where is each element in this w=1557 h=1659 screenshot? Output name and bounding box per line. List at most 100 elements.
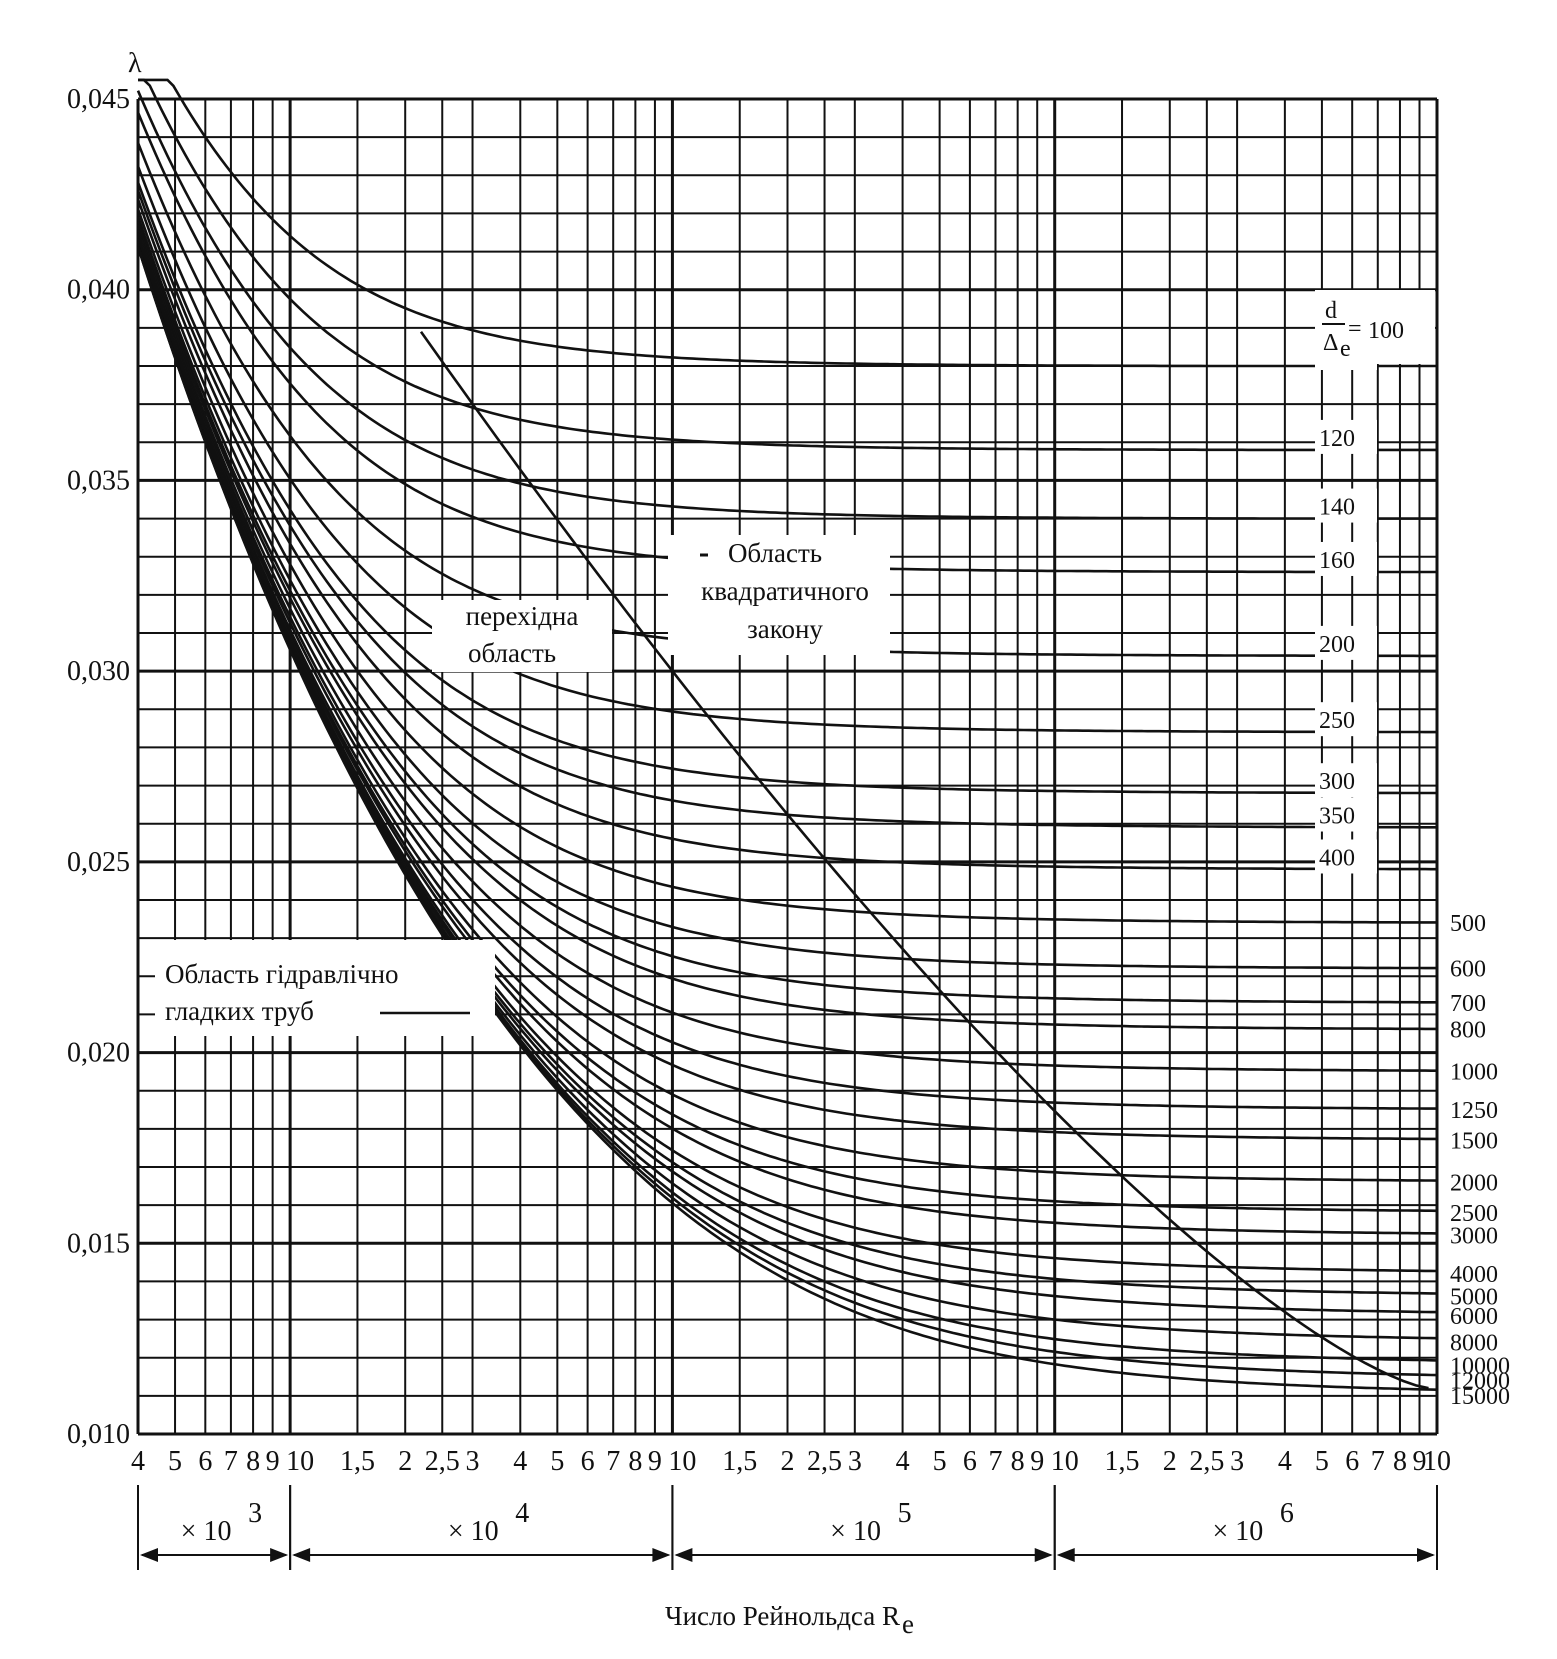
curve-500 bbox=[136, 208, 1437, 924]
x-multiplier-brackets bbox=[137, 1485, 1438, 1570]
curve-label-bg bbox=[1315, 763, 1377, 798]
curve-label-700: 700 bbox=[1450, 991, 1486, 1017]
x-tick-label: 2,5 bbox=[807, 1446, 842, 1477]
x-tick-label: 6 bbox=[1345, 1446, 1359, 1477]
smooth-pipes-label-line: гладких труб bbox=[165, 996, 314, 1026]
legend-title-bg bbox=[1315, 290, 1435, 364]
curve-1250 bbox=[136, 232, 1437, 1110]
curve-120 bbox=[138, 78, 1437, 452]
x-tick-label: 7 bbox=[606, 1446, 620, 1477]
quadratic-region-label-line: закону bbox=[747, 614, 823, 644]
transition-region-label-line: перехідна bbox=[466, 601, 579, 631]
curve-label-2500: 2500 bbox=[1450, 1201, 1498, 1227]
curve-label-500: 500 bbox=[1450, 911, 1486, 937]
curve-label-600: 600 bbox=[1450, 957, 1486, 983]
curve-label-12000: 12000 bbox=[1450, 1369, 1510, 1395]
arrow-head bbox=[674, 1548, 693, 1562]
arrow-head bbox=[1034, 1548, 1053, 1562]
curve-1000 bbox=[136, 228, 1437, 1072]
curve-250 bbox=[136, 165, 1437, 734]
x-tick-label: 9 bbox=[648, 1446, 662, 1477]
x-tick-label: 5 bbox=[550, 1446, 564, 1477]
curve-1500 bbox=[136, 235, 1437, 1141]
quadratic-region-label-line: Область bbox=[728, 538, 822, 568]
curve-label-5000: 5000 bbox=[1450, 1285, 1498, 1311]
curve-4000 bbox=[136, 242, 1438, 1273]
x-tick-label: 2,5 bbox=[1189, 1446, 1224, 1477]
annotation-bg bbox=[432, 600, 612, 672]
curve-15000 bbox=[136, 246, 1438, 1391]
x-tick-label: 9 bbox=[266, 1446, 280, 1477]
curve-label-bg bbox=[1315, 419, 1377, 454]
legend-title-denominator: Δ bbox=[1323, 330, 1338, 356]
x-tick-label: 8 bbox=[1011, 1446, 1025, 1477]
curve-100 bbox=[138, 78, 1437, 368]
x-tick-label: 9 bbox=[1030, 1446, 1044, 1477]
x-axis-title: Число Рейнольдса R bbox=[665, 1601, 900, 1631]
x-axis: 4 5 6 7 8 9 10 1,5 2 2,5 3 4 5 6 7 8 9 10 1,5 2 2,5 3 4 5 6 7 8 9 10… bbox=[131, 1446, 1451, 1477]
curve-label-bg bbox=[1315, 541, 1377, 576]
quadratic-boundary-line bbox=[419, 330, 1429, 1390]
y-tick-label: 0,045 bbox=[67, 84, 130, 115]
x-axis-title-subscript: e bbox=[902, 1609, 914, 1639]
curve-2000 bbox=[136, 238, 1438, 1182]
quadratic-region-label-line: квадратичного bbox=[701, 576, 869, 606]
y-tick-label: 0,035 bbox=[67, 465, 130, 496]
curve-label-bg bbox=[1315, 839, 1377, 874]
arrow-head bbox=[292, 1548, 311, 1562]
y-tick-label: 0,040 bbox=[67, 275, 130, 306]
x-tick-label: 3 bbox=[1230, 1446, 1244, 1477]
annotations: Область квадратичного закону перехідна облас… bbox=[155, 535, 890, 1036]
transition-region-label-line: область bbox=[468, 638, 556, 668]
curve-label-10000: 10000 bbox=[1450, 1353, 1510, 1379]
x-tick-label: 1,5 bbox=[1105, 1446, 1140, 1477]
curve-label-6000: 6000 bbox=[1450, 1304, 1498, 1330]
y-axis-title: λ bbox=[128, 48, 142, 79]
curve-label-400: 400 bbox=[1319, 845, 1355, 871]
multiplier-label: × 10 bbox=[448, 1516, 499, 1547]
curve-label-1250: 1250 bbox=[1450, 1098, 1498, 1124]
curve-300 bbox=[136, 181, 1437, 795]
curve-800 bbox=[136, 224, 1437, 1031]
x-tick-label: 1,5 bbox=[340, 1446, 375, 1477]
curve-label-15000: 15000 bbox=[1450, 1384, 1510, 1410]
x-tick-label: 6 bbox=[198, 1446, 212, 1477]
x-tick-label: 10 bbox=[286, 1446, 314, 1477]
x-tick-label: 5 bbox=[933, 1446, 947, 1477]
curve-label-bg bbox=[1315, 625, 1377, 660]
arrow-head bbox=[1417, 1548, 1435, 1562]
x-tick-label: 6 bbox=[963, 1446, 977, 1477]
legend-title-first-value: 100 bbox=[1368, 318, 1404, 344]
curve-2500 bbox=[136, 239, 1438, 1213]
curve-label-120: 120 bbox=[1319, 426, 1355, 452]
multiplier-label: × 10 bbox=[181, 1516, 232, 1547]
x-tick-label: 10 bbox=[1423, 1446, 1451, 1477]
x-tick-label: 7 bbox=[224, 1446, 238, 1477]
y-tick-label: 0,025 bbox=[67, 847, 130, 878]
curve-label-140: 140 bbox=[1319, 495, 1355, 521]
x-tick-label: 7 bbox=[1371, 1446, 1385, 1477]
x-tick-label: 2,5 bbox=[425, 1446, 460, 1477]
curve-label-bg bbox=[1315, 488, 1377, 523]
y-tick-label: 0,030 bbox=[67, 656, 130, 687]
multiplier-exponent: 3 bbox=[248, 1498, 262, 1529]
legend-title-numerator: d bbox=[1325, 298, 1337, 324]
x-tick-label: 5 bbox=[1315, 1446, 1329, 1477]
x-tick-label: 6 bbox=[581, 1446, 595, 1477]
smooth-pipes-label-line: Область гідравлічно bbox=[165, 959, 399, 989]
curve-label-8000: 8000 bbox=[1450, 1330, 1498, 1356]
legend-title-equals: = bbox=[1348, 316, 1362, 342]
x-tick-label: 1,5 bbox=[722, 1446, 757, 1477]
x-tick-label: 2 bbox=[1163, 1446, 1177, 1477]
curve-700 bbox=[136, 220, 1437, 1004]
curve-label-800: 800 bbox=[1450, 1018, 1486, 1044]
grid bbox=[136, 97, 1439, 1436]
curve-400 bbox=[136, 198, 1437, 871]
curve-140 bbox=[136, 90, 1437, 520]
x-tick-label: 8 bbox=[1393, 1446, 1407, 1477]
multiplier-exponent: 5 bbox=[898, 1498, 912, 1529]
x-tick-label: 4 bbox=[1278, 1446, 1292, 1477]
arrow-head bbox=[140, 1548, 158, 1562]
curve-label-3000: 3000 bbox=[1450, 1224, 1498, 1250]
